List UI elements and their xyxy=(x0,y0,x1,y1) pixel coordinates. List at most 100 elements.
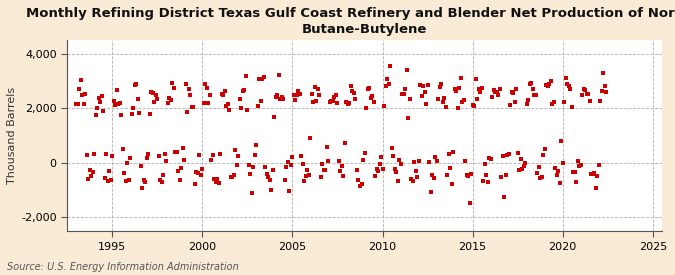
Point xyxy=(499,195,510,200)
Point xyxy=(93,96,104,100)
Point xyxy=(443,151,454,156)
Point xyxy=(321,144,332,149)
Point xyxy=(173,169,184,173)
Point xyxy=(245,172,256,177)
Point xyxy=(554,181,565,186)
Point xyxy=(560,76,571,80)
Point xyxy=(234,96,245,101)
Point xyxy=(477,86,487,90)
Point xyxy=(463,173,474,178)
Point xyxy=(278,97,289,101)
Point xyxy=(427,173,437,177)
Point xyxy=(531,93,541,97)
Point xyxy=(254,77,265,81)
Point xyxy=(76,78,86,82)
Point xyxy=(350,97,361,102)
Point xyxy=(283,160,294,164)
Point xyxy=(439,96,450,100)
Point xyxy=(387,154,398,158)
Point xyxy=(381,77,392,81)
Point xyxy=(400,86,410,91)
Point xyxy=(529,93,539,97)
Point xyxy=(293,89,304,94)
Point xyxy=(164,96,175,100)
Point xyxy=(251,142,262,147)
Point xyxy=(221,103,232,108)
Point xyxy=(80,92,90,96)
Point xyxy=(461,173,472,177)
Point xyxy=(332,101,343,105)
Point xyxy=(479,162,490,166)
Point xyxy=(201,86,212,90)
Point xyxy=(131,82,142,86)
Point xyxy=(433,97,443,101)
Point xyxy=(473,87,484,91)
Point xyxy=(574,163,585,168)
Point xyxy=(224,108,235,112)
Point xyxy=(527,87,538,92)
Point xyxy=(392,179,403,183)
Point xyxy=(176,166,187,170)
Point xyxy=(215,152,225,156)
Point xyxy=(597,89,608,93)
Point xyxy=(485,156,496,161)
Point xyxy=(86,174,97,179)
Point xyxy=(495,175,506,180)
Point xyxy=(545,78,556,83)
Point xyxy=(341,100,352,104)
Point xyxy=(403,116,414,120)
Point xyxy=(83,177,94,181)
Point xyxy=(424,160,435,164)
Point xyxy=(104,169,115,173)
Point xyxy=(217,92,227,96)
Point xyxy=(395,161,406,166)
Point xyxy=(299,179,310,183)
Point xyxy=(523,98,534,102)
Point xyxy=(371,166,382,171)
Point xyxy=(159,152,170,156)
Point xyxy=(105,178,116,182)
Point xyxy=(74,87,84,91)
Point xyxy=(370,174,381,178)
Point xyxy=(487,95,497,99)
Point xyxy=(198,101,209,105)
Point xyxy=(124,178,134,182)
Point xyxy=(559,100,570,104)
Point xyxy=(290,97,301,102)
Point xyxy=(292,93,302,98)
Point xyxy=(408,160,419,164)
Point xyxy=(120,179,131,183)
Point xyxy=(261,172,272,177)
Point xyxy=(165,98,176,103)
Point xyxy=(386,145,397,150)
Point xyxy=(260,164,271,169)
Point xyxy=(306,92,317,96)
Point xyxy=(95,100,105,104)
Point xyxy=(428,176,439,180)
Point xyxy=(272,93,283,97)
Point xyxy=(171,150,182,155)
Point xyxy=(239,88,250,92)
Point xyxy=(374,162,385,166)
Point xyxy=(107,154,117,159)
Point xyxy=(577,93,588,97)
Point xyxy=(271,95,281,100)
Title: Monthly Refining District Texas Gulf Coast Refinery and Blender Net Production o: Monthly Refining District Texas Gulf Coa… xyxy=(26,7,675,36)
Point xyxy=(398,92,409,96)
Point xyxy=(394,158,404,162)
Point xyxy=(538,153,549,157)
Point xyxy=(377,166,388,171)
Point xyxy=(225,175,236,179)
Point xyxy=(296,154,307,158)
Point xyxy=(147,90,158,95)
Point xyxy=(81,153,92,158)
Point xyxy=(132,97,143,101)
Point xyxy=(583,92,594,96)
Point xyxy=(137,186,148,190)
Point xyxy=(566,105,577,109)
Point xyxy=(537,174,547,179)
Point xyxy=(478,178,489,183)
Point xyxy=(412,175,423,180)
Point xyxy=(206,157,217,162)
Point xyxy=(468,104,479,108)
